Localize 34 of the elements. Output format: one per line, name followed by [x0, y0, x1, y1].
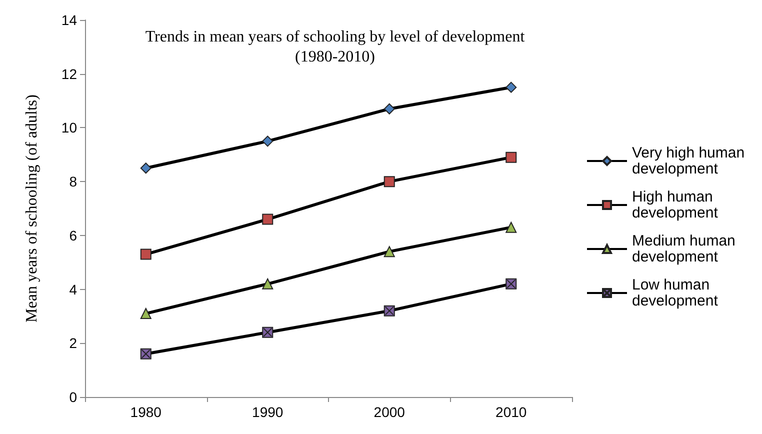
- point: [262, 136, 274, 147]
- point: [506, 82, 517, 93]
- point: [506, 222, 517, 233]
- legend-label: Medium human development: [632, 232, 740, 266]
- point: [140, 308, 152, 320]
- y-tick-label: 14: [61, 12, 78, 28]
- legend-label: Very high human development: [632, 144, 749, 178]
- point: [140, 348, 152, 360]
- point: [506, 152, 517, 163]
- legend-label: Low human development: [632, 276, 719, 310]
- point: [262, 278, 274, 290]
- x-tick-label: 1980: [130, 404, 162, 420]
- y-tick-label: 10: [61, 120, 78, 136]
- y-tick-label: 2: [69, 335, 78, 352]
- y-tick-label: 8: [69, 174, 78, 190]
- point: [262, 214, 274, 225]
- point: [384, 246, 395, 258]
- y-tick-label: 4: [69, 281, 78, 298]
- y-tick-label: 12: [61, 66, 78, 82]
- y-tick-label: 0: [69, 389, 78, 405]
- legend-label: High human development: [632, 188, 719, 222]
- y-tick-label: 6: [69, 227, 78, 244]
- x-tick-label: 1990: [252, 404, 284, 420]
- text: Trends in mean years of schooling by level of development (1980-2010): [145, 28, 526, 66]
- x-tick-label: 2010: [496, 404, 527, 420]
- point: [262, 326, 274, 338]
- point: [140, 248, 152, 260]
- point: [140, 162, 152, 174]
- x-tick-label: 2000: [374, 404, 406, 420]
- point: [384, 176, 395, 188]
- y-axis-title: Mean years of schooling (of adults): [24, 94, 40, 322]
- point: [384, 305, 395, 316]
- point: [384, 103, 395, 114]
- point: [506, 278, 517, 290]
